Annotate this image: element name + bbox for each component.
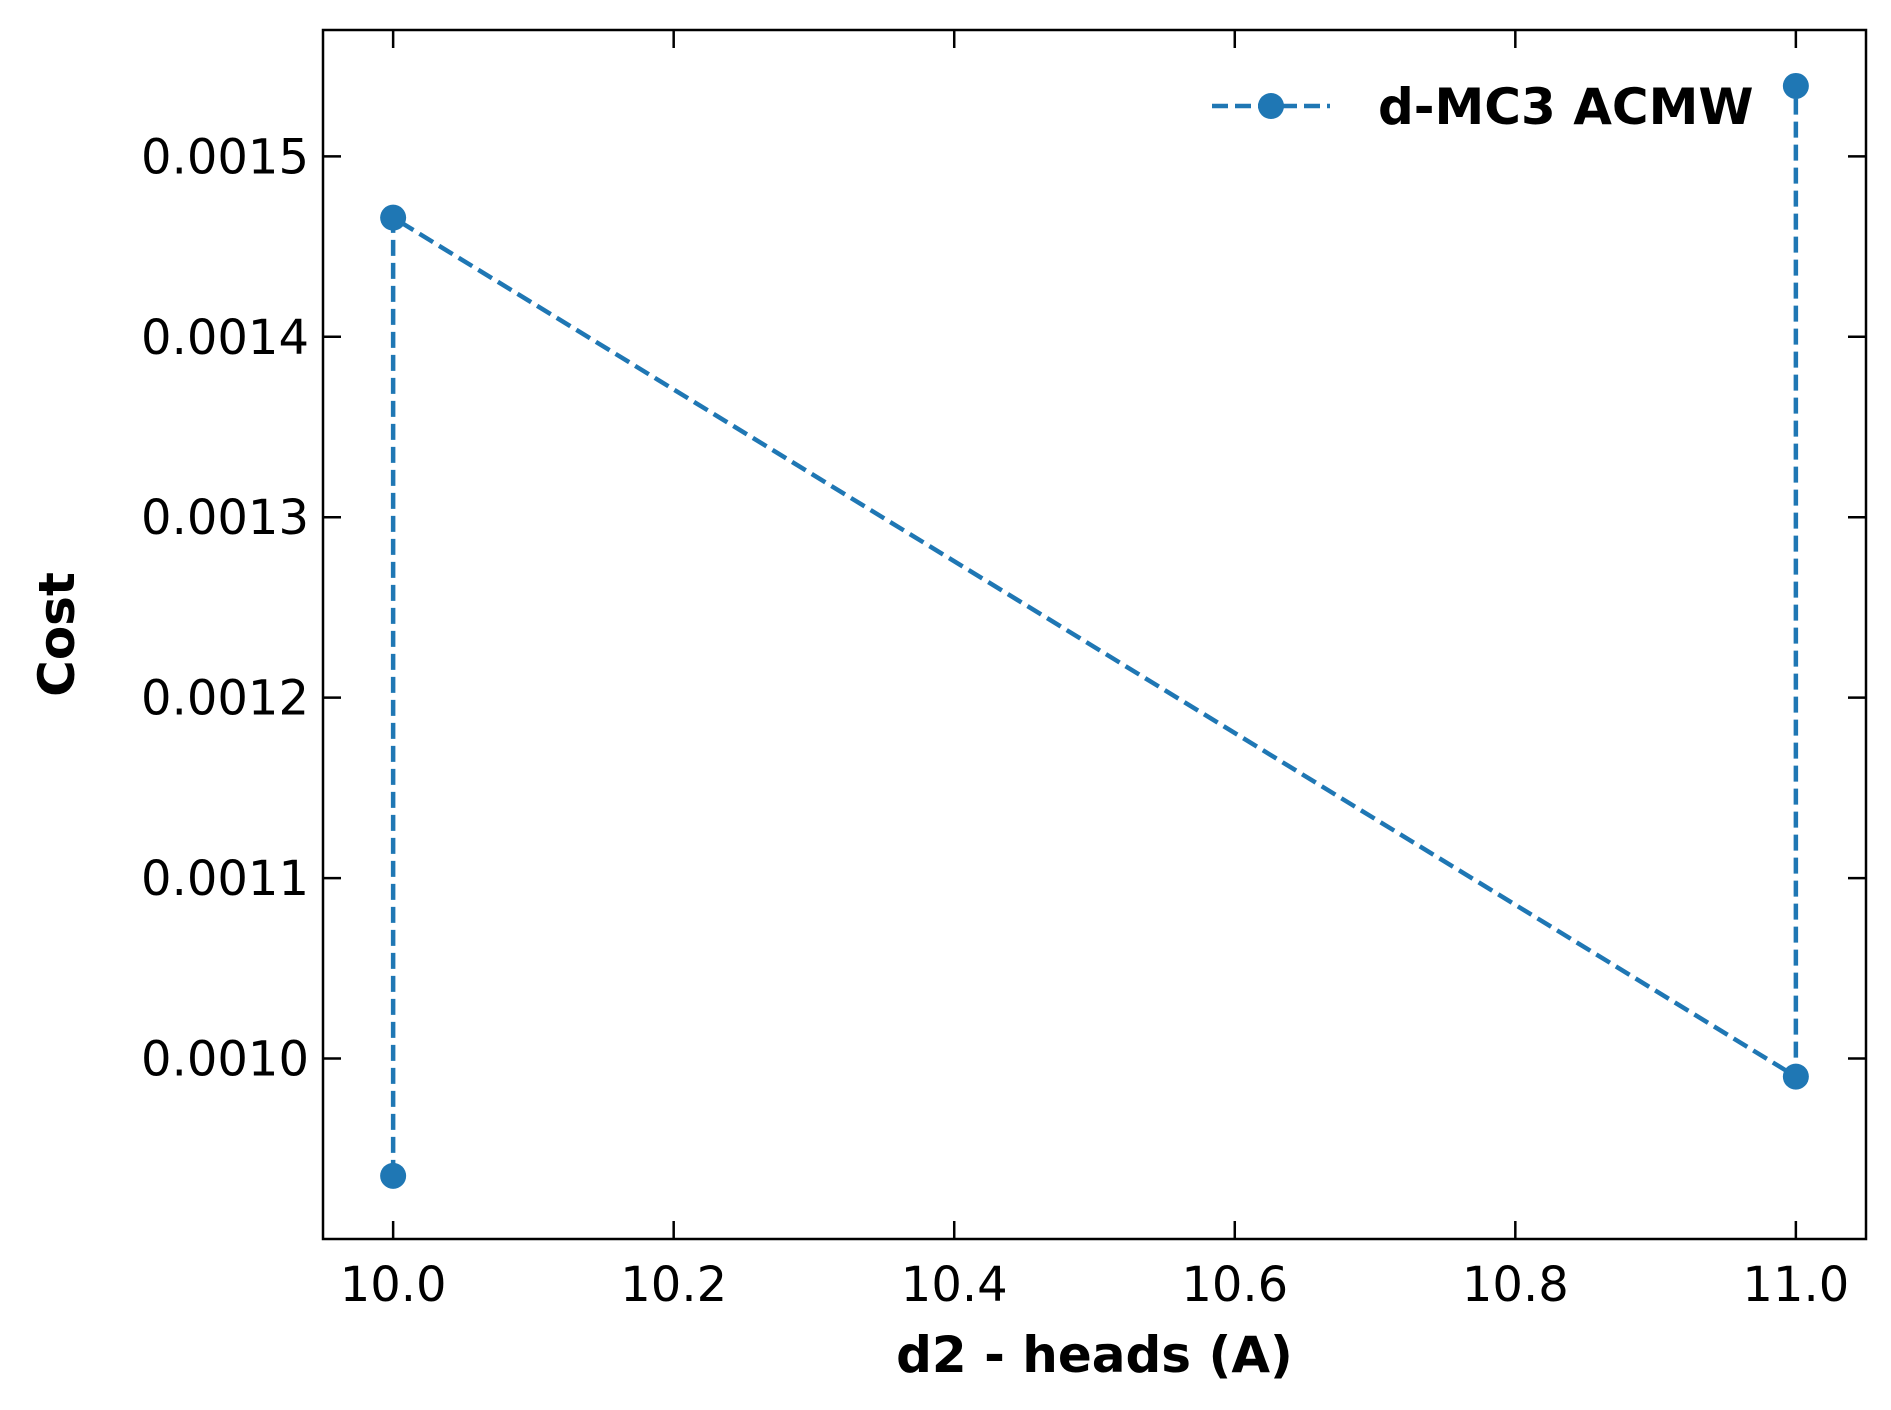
legend: d-MC3 ACMW [1212, 78, 1754, 136]
x-tick-label: 10.2 [620, 1257, 727, 1313]
x-tick-label: 10.6 [1181, 1257, 1288, 1313]
legend-label: d-MC3 ACMW [1378, 78, 1754, 136]
series-line [390, 85, 1799, 1176]
x-tick-label: 11.0 [1742, 1257, 1849, 1313]
x-tick-label: 10.8 [1462, 1257, 1569, 1313]
legend-marker-sample [1258, 93, 1284, 119]
data-point [380, 1162, 407, 1189]
y-tick-label: 0.0010 [141, 1032, 309, 1088]
x-axis-label: d2 - heads (A) [896, 1326, 1293, 1384]
x-tick-label: 10.4 [901, 1257, 1008, 1313]
data-point [380, 204, 407, 231]
ticks-layer: 10.0 10.2 10.4 10.6 10.8 11.0 0.0010 0.0011 0.00… [141, 30, 1866, 1313]
plot-frame [321, 28, 1868, 1241]
y-axis-label: Cost [28, 572, 86, 697]
data-point [1782, 72, 1809, 99]
y-tick-label: 0.0011 [141, 851, 309, 907]
series-layer [380, 72, 1809, 1189]
y-tick-label: 0.0015 [141, 129, 309, 185]
y-tick-label: 0.0013 [141, 490, 309, 546]
y-tick-label: 0.0014 [141, 310, 309, 366]
data-point [1782, 1063, 1809, 1090]
x-tick-label: 10.0 [340, 1257, 447, 1313]
y-tick-label: 0.0012 [141, 671, 309, 727]
